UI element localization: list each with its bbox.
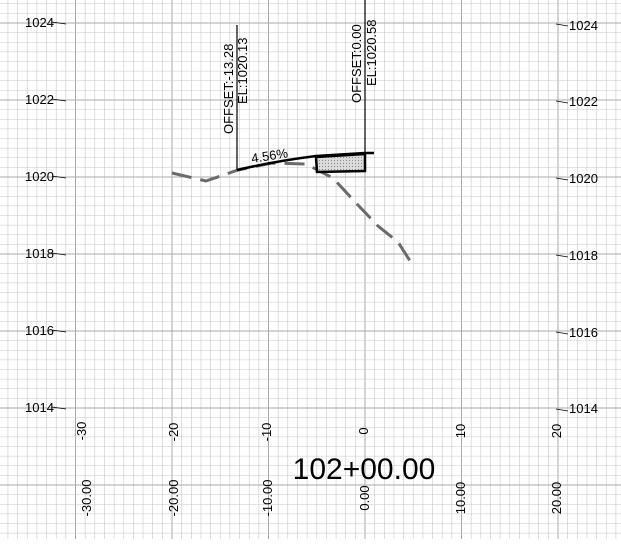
- offset-label: 20.00: [549, 482, 564, 515]
- elevation-axis-right: 1024 1022 1020 1018 1016 1014: [569, 18, 598, 416]
- elevation-axis-left: 1024 1022 1020 1018 1016 1014: [25, 15, 54, 415]
- offset-label: 10.00: [453, 482, 468, 515]
- elevation-label: 1024: [569, 18, 598, 33]
- offset-axis-upper: -30 -20 -10 0 10 20: [74, 422, 564, 442]
- elevation-label: 1022: [569, 94, 598, 109]
- elevation-label: 1024: [25, 15, 54, 30]
- elevation-label: 1014: [569, 401, 598, 416]
- elevation-label: 1016: [569, 325, 598, 340]
- offset-label: -30.00: [79, 480, 94, 517]
- right-offset-annotation: OFFSET:0.00: [349, 24, 364, 103]
- offset-label: -20: [166, 423, 181, 442]
- right-elevation-annotation: EL:1020.58: [364, 19, 379, 86]
- design-surface-line: [236, 151, 374, 172]
- elevation-label: 1020: [569, 171, 598, 186]
- offset-label: 20: [549, 424, 564, 438]
- offset-label: -10: [259, 423, 274, 442]
- elevation-label: 1018: [25, 246, 54, 261]
- elevation-label: 1022: [25, 92, 54, 107]
- left-offset-annotation: OFFSET:-13.28: [221, 44, 236, 134]
- elevation-label: 1020: [25, 169, 54, 184]
- slope-annotation: 4.56%: [250, 145, 289, 166]
- offset-label: -30: [74, 422, 89, 441]
- offset-label: 10: [453, 424, 468, 438]
- elevation-label: 1016: [25, 323, 54, 338]
- left-elevation-annotation: EL:1020.13: [235, 37, 250, 104]
- elevation-label: 1018: [569, 248, 598, 263]
- elevation-ticks-left: [51, 21, 67, 410]
- existing-ground-line: [171, 161, 414, 265]
- offset-label: -10.00: [260, 480, 275, 517]
- offset-label: 0.00: [357, 485, 372, 510]
- offset-axis-lower: -30.00 -20.00 -10.00 0.00 10.00 20.00: [79, 480, 564, 517]
- elevation-label: 1014: [25, 400, 54, 415]
- offset-label: -20.00: [166, 480, 181, 517]
- elevation-ticks-right: [555, 23, 569, 412]
- station-label: 102+00.00: [293, 453, 436, 486]
- offset-label: 0: [356, 427, 371, 434]
